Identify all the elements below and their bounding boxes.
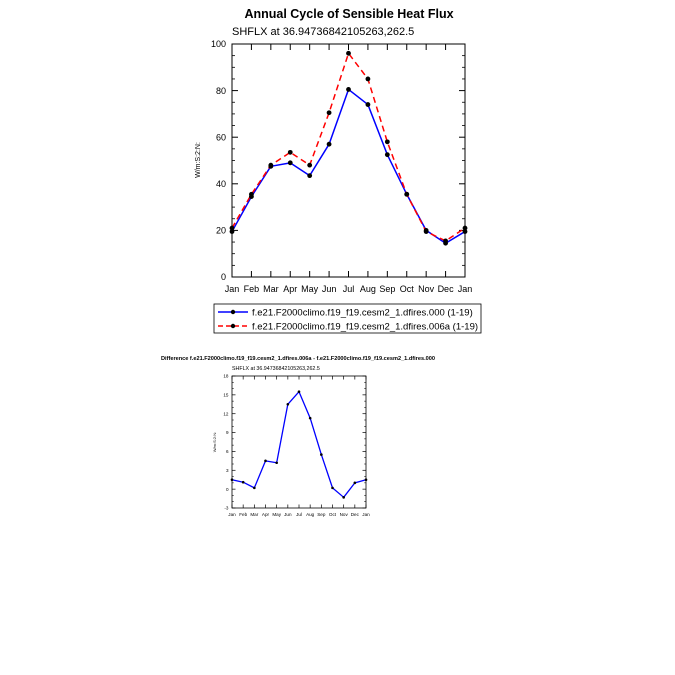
x-tick-label: Jul: [343, 284, 355, 294]
y-tick-label: 12: [223, 411, 229, 416]
data-point-series-2: [443, 238, 448, 244]
data-point-series-1: [365, 102, 371, 107]
data-point-series-1: [462, 229, 468, 234]
difference-chart: Difference f.e21.F2000climo.f19_f19.cesm…: [161, 356, 435, 517]
data-point-series-1: [331, 486, 334, 490]
x-tick-label: Jun: [322, 284, 337, 294]
data-point-series-2: [268, 162, 274, 168]
data-point-series-2: [346, 50, 351, 56]
data-point-series-1: [229, 229, 235, 234]
difference-series-markers: [230, 390, 368, 499]
legend-label-series-1: f.e21.F2000climo.f19_f19.cesm2_1.dfires.…: [252, 308, 473, 319]
y-tick-label: 100: [211, 39, 226, 49]
x-tick-label: Nov: [418, 284, 435, 294]
x-tick-label: Oct: [329, 512, 337, 517]
data-point-series-2: [229, 225, 235, 231]
x-tick-label: May: [272, 512, 281, 517]
difference-chart-title: Difference f.e21.F2000climo.f19_f19.cesm…: [161, 356, 435, 362]
x-tick-label: Aug: [306, 512, 315, 517]
data-point-series-2: [404, 191, 410, 197]
data-point-series-1: [275, 461, 278, 465]
data-point-series-1: [297, 390, 301, 394]
y-axis: 0 20 40 60 80 100: [211, 39, 465, 282]
data-point-series-1: [253, 486, 256, 490]
y-axis-label: W/m:S:2:N:: [195, 142, 202, 178]
data-point-series-1: [286, 402, 290, 406]
x-tick-label: Jan: [362, 512, 370, 517]
x-tick-label: Apr: [262, 512, 270, 517]
data-point-series-2: [287, 149, 293, 155]
x-tick-label: Jan: [458, 284, 473, 294]
data-point-series-2: [365, 76, 371, 82]
data-point-series-1: [326, 141, 332, 147]
x-tick-label: Aug: [360, 284, 376, 294]
x-tick-label: Sep: [317, 512, 326, 517]
y-tick-label: 20: [216, 226, 226, 236]
x-tick-label: Jun: [284, 512, 292, 517]
y-tick-label: 0: [226, 487, 229, 492]
data-point-series-1: [287, 160, 293, 166]
x-tick-label: Mar: [263, 284, 279, 294]
data-point-series-1: [230, 478, 234, 482]
x-tick-label: Nov: [340, 512, 349, 517]
chart-subtitle: SHFLX at 36.94736842105263,262.5: [232, 26, 414, 38]
series-markers: [229, 50, 468, 246]
y-tick-label: 18: [223, 374, 229, 379]
difference-y-axis: -3 0 3 6 9 12 15 18: [223, 374, 366, 511]
x-tick-label: Oct: [400, 284, 415, 294]
data-point-series-1: [241, 480, 245, 484]
difference-y-axis-label: W/m:S:2:N:: [212, 432, 217, 452]
legend-marker-series-2: [230, 323, 236, 329]
x-tick-label: Sep: [379, 284, 395, 294]
annual-cycle-chart: Annual Cycle of Sensible Heat Flux SHFLX…: [195, 7, 482, 334]
y-tick-label: 6: [226, 449, 229, 454]
legend-box: [213, 303, 482, 334]
data-point-series-1: [307, 173, 313, 179]
y-tick-label: -3: [224, 506, 229, 511]
data-point-series-1: [364, 478, 368, 482]
y-tick-label: 9: [226, 430, 229, 435]
data-point-series-2: [326, 110, 332, 116]
y-tick-label: 40: [216, 179, 226, 189]
legend-marker-series-1: [230, 309, 236, 315]
chart-title: Annual Cycle of Sensible Heat Flux: [244, 7, 453, 21]
data-point-series-1: [384, 152, 390, 158]
x-tick-label: Feb: [244, 284, 260, 294]
legend-label-series-2: f.e21.F2000climo.f19_f19.cesm2_1.dfires.…: [252, 322, 478, 333]
data-point-series-1: [353, 481, 357, 485]
data-point-series-1: [342, 496, 345, 499]
data-point-series-2: [307, 162, 313, 168]
y-tick-label: 60: [216, 132, 226, 142]
x-tick-label: Feb: [239, 512, 247, 517]
data-point-series-1: [320, 453, 323, 456]
x-tick-label: Dec: [351, 512, 360, 517]
data-point-series-2: [462, 225, 468, 231]
difference-x-axis: Jan Feb Mar Apr May Jun Jul Aug Sep Oct Nov Dec Jan: [228, 376, 370, 517]
data-point-series-1: [308, 416, 312, 420]
x-tick-label: Mar: [250, 512, 258, 517]
data-point-series-2: [384, 139, 390, 145]
y-tick-label: 0: [221, 272, 226, 282]
x-tick-label: May: [301, 284, 319, 294]
difference-chart-subtitle: SHFLX at 36.94736842105263,262.5: [232, 366, 320, 372]
x-axis: Jan Feb Mar Apr May Jun Jul Aug Sep Oct Nov Dec Jan: [225, 44, 473, 294]
data-point-series-1: [346, 87, 351, 92]
legend: f.e21.F2000climo.f19_f19.cesm2_1.dfires.…: [213, 303, 482, 334]
y-tick-label: 3: [226, 468, 229, 473]
data-point-series-2: [249, 191, 254, 197]
x-tick-label: Jan: [225, 284, 240, 294]
x-tick-label: Jul: [296, 512, 302, 517]
data-point-series-1: [264, 459, 267, 463]
y-tick-label: 80: [216, 86, 226, 96]
x-tick-label: Jan: [228, 512, 236, 517]
x-tick-label: Apr: [283, 284, 297, 294]
y-tick-label: 15: [223, 392, 229, 397]
x-tick-label: Dec: [438, 284, 455, 294]
data-point-series-2: [423, 229, 429, 234]
